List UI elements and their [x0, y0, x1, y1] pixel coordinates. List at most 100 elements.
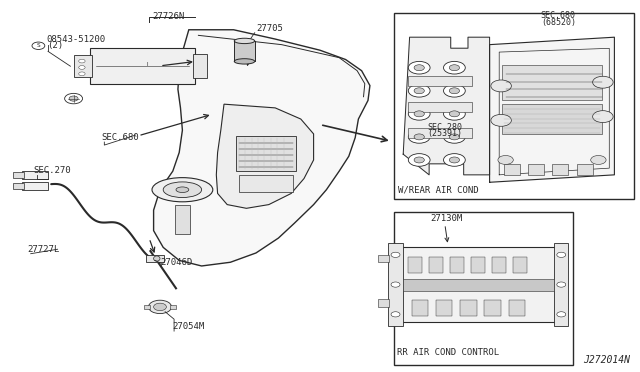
Text: SEC.270: SEC.270: [33, 166, 71, 175]
Circle shape: [449, 134, 460, 140]
Circle shape: [79, 65, 85, 69]
Circle shape: [414, 88, 424, 94]
Bar: [13, 183, 24, 189]
Bar: [552, 164, 568, 175]
Circle shape: [414, 111, 424, 117]
Circle shape: [391, 282, 400, 287]
Circle shape: [491, 80, 511, 92]
Ellipse shape: [234, 38, 255, 44]
Text: (2): (2): [47, 41, 63, 50]
Bar: [408, 76, 472, 86]
Bar: [408, 257, 422, 273]
Circle shape: [444, 108, 465, 120]
Circle shape: [414, 134, 424, 140]
Circle shape: [408, 84, 430, 97]
Circle shape: [449, 157, 460, 163]
Text: 08543-51200: 08543-51200: [47, 35, 106, 44]
Circle shape: [491, 115, 511, 126]
Circle shape: [408, 131, 430, 143]
Polygon shape: [216, 104, 314, 208]
Circle shape: [408, 61, 430, 74]
Ellipse shape: [163, 182, 202, 198]
Ellipse shape: [152, 177, 212, 202]
Bar: [13, 172, 24, 178]
Bar: [175, 205, 190, 234]
Bar: [460, 300, 477, 316]
Bar: [234, 41, 255, 61]
Bar: [394, 13, 634, 199]
Circle shape: [391, 252, 400, 257]
Text: (25391): (25391): [428, 129, 463, 138]
Circle shape: [557, 252, 566, 257]
Circle shape: [79, 72, 85, 76]
Bar: [502, 65, 602, 100]
Circle shape: [148, 300, 172, 314]
Circle shape: [414, 65, 424, 71]
Text: SEC.680: SEC.680: [101, 133, 139, 142]
Bar: [577, 164, 593, 175]
Circle shape: [79, 59, 85, 63]
Circle shape: [498, 155, 513, 164]
Circle shape: [391, 312, 400, 317]
Ellipse shape: [176, 187, 189, 193]
Text: 27727L: 27727L: [27, 245, 59, 254]
Circle shape: [408, 108, 430, 120]
Bar: [408, 128, 472, 138]
Bar: [22, 171, 48, 179]
Text: (68520): (68520): [541, 18, 576, 27]
Text: l: l: [147, 62, 148, 67]
Circle shape: [449, 111, 460, 117]
Circle shape: [408, 154, 430, 166]
Circle shape: [69, 96, 78, 101]
Ellipse shape: [154, 256, 160, 261]
Text: 27054M: 27054M: [173, 322, 205, 331]
Bar: [146, 255, 164, 262]
Bar: [74, 55, 92, 77]
Bar: [378, 255, 389, 262]
Circle shape: [444, 154, 465, 166]
Bar: [193, 54, 207, 78]
Circle shape: [414, 157, 424, 163]
Bar: [513, 257, 527, 273]
Text: 27726N: 27726N: [152, 12, 184, 21]
Text: 27130M: 27130M: [430, 214, 462, 223]
Bar: [400, 247, 557, 322]
Bar: [394, 212, 573, 365]
Text: 27046D: 27046D: [160, 258, 192, 267]
Text: S: S: [36, 43, 40, 48]
Bar: [378, 299, 389, 307]
Circle shape: [449, 88, 460, 94]
Bar: [436, 300, 452, 316]
Bar: [403, 279, 554, 291]
Polygon shape: [490, 37, 614, 182]
Circle shape: [32, 42, 45, 49]
Bar: [492, 257, 506, 273]
Circle shape: [449, 65, 460, 71]
Bar: [502, 104, 602, 134]
Bar: [170, 305, 176, 309]
Circle shape: [557, 312, 566, 317]
Bar: [504, 164, 520, 175]
Text: SEC.280: SEC.280: [428, 123, 463, 132]
Ellipse shape: [234, 59, 255, 64]
Circle shape: [593, 111, 613, 123]
Bar: [412, 300, 428, 316]
Circle shape: [557, 282, 566, 287]
Circle shape: [444, 84, 465, 97]
Circle shape: [444, 131, 465, 143]
Bar: [509, 300, 525, 316]
Bar: [408, 102, 472, 112]
Bar: [22, 182, 48, 190]
Text: RR AIR COND CONTROL: RR AIR COND CONTROL: [397, 348, 499, 357]
Bar: [450, 257, 464, 273]
Bar: [554, 243, 568, 326]
Bar: [429, 257, 443, 273]
Bar: [388, 243, 403, 326]
Polygon shape: [154, 30, 370, 266]
Bar: [528, 164, 544, 175]
Bar: [144, 305, 150, 309]
Bar: [484, 300, 501, 316]
Circle shape: [444, 61, 465, 74]
Text: W/REAR AIR COND: W/REAR AIR COND: [398, 186, 479, 195]
Bar: [471, 257, 485, 273]
